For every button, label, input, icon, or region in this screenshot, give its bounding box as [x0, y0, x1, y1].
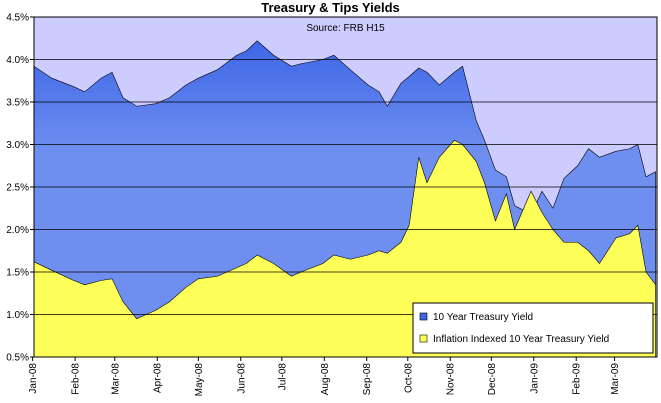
y-tick-label: 0.5% — [6, 353, 29, 364]
y-tick-label: 4.0% — [6, 55, 29, 66]
x-tick-label: Aug-08 — [320, 363, 331, 396]
legend-box — [412, 302, 654, 354]
x-tick-label: Jun-08 — [236, 363, 247, 394]
x-tick-label: Jan-09 — [529, 363, 540, 394]
y-tick-label: 3.5% — [6, 98, 29, 109]
x-tick-label: Jul-08 — [277, 363, 288, 391]
x-tick-label: Apr-08 — [153, 363, 164, 393]
x-tick-label: Feb-09 — [572, 363, 583, 395]
x-tick-label: Mar-08 — [110, 363, 121, 395]
y-tick-label: 4.5% — [6, 13, 29, 24]
y-tick-label: 1.0% — [6, 310, 29, 321]
x-tick-label: May-08 — [194, 363, 205, 397]
legend-label-treasury: 10 Year Treasury Yield — [433, 312, 533, 323]
y-tick-label: 2.5% — [6, 183, 29, 194]
x-tick-label: Nov-08 — [446, 363, 457, 396]
legend-label-tips: Inflation Indexed 10 Year Treasury Yield — [433, 334, 609, 345]
y-tick-label: 1.5% — [6, 268, 29, 279]
x-tick-label: Feb-08 — [71, 363, 82, 395]
x-tick-label: Mar-09 — [610, 363, 621, 395]
x-tick-label: Jan-08 — [28, 363, 39, 394]
source-annotation: Source: FRB H15 — [306, 23, 385, 34]
x-tick-label: Oct-08 — [403, 363, 414, 393]
x-tick-label: Sep-08 — [362, 363, 373, 396]
legend: 10 Year Treasury Yield Inflation Indexed… — [412, 302, 654, 354]
y-axis: 0.5% 1.0% 1.5% 2.0% 2.5% 3.0% 3.5% 4.0% 4.5% — [6, 13, 34, 364]
chart-title: Treasury & Tips Yields — [261, 0, 400, 15]
x-axis: Jan-08 Feb-08 Mar-08 Apr-08 May-08 Jun-08 Jul-… — [28, 356, 657, 397]
x-tick-label: Dec-08 — [487, 363, 498, 396]
y-tick-label: 2.0% — [6, 225, 29, 236]
legend-swatch-tips — [419, 334, 428, 343]
y-tick-label: 3.0% — [6, 140, 29, 151]
legend-swatch-treasury — [419, 312, 428, 321]
